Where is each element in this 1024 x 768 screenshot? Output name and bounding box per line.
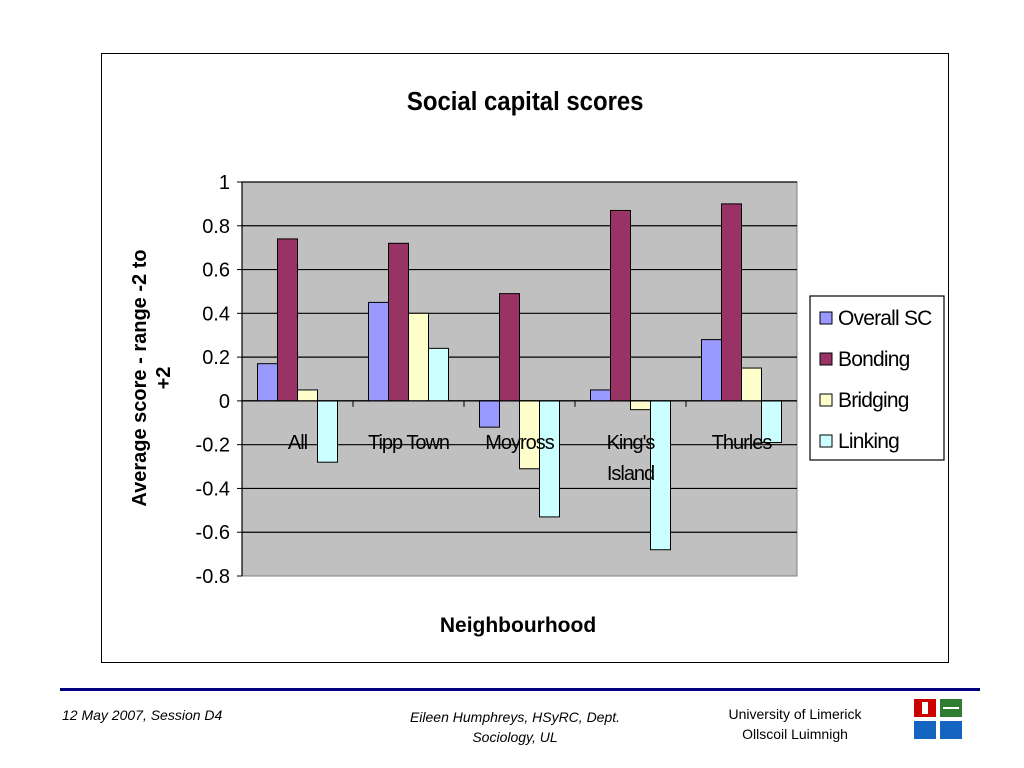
bar-bonding-all: [277, 238, 298, 402]
y-tick-label: -0.4: [196, 478, 230, 500]
x-axis-title: Neighbourhood: [440, 614, 596, 637]
logo-blue-block-left: [914, 721, 936, 739]
logo-white-bar: [922, 702, 928, 714]
chart-svg: Social capital scores Neighbourhood 1 0.8…: [129, 87, 945, 637]
bar-bridging-all: [297, 389, 318, 402]
bar-bonding-moyross: [499, 293, 520, 402]
x-category-label-line: Tipp Town: [368, 432, 449, 454]
legend-label: Overall SC: [838, 307, 932, 330]
footer-author-line1: Eileen Humphreys, HSyRC, Dept.: [409, 709, 621, 725]
bar-bridging-king-s-island: [630, 400, 651, 411]
x-category-label: All: [288, 432, 308, 454]
bar-bridging-tipp-town: [408, 312, 429, 402]
bar-overall-sc-thurles: [701, 339, 722, 402]
x-category-label: Thurles: [712, 432, 773, 454]
y-tick-label: 0.2: [202, 347, 230, 369]
y-tick-label: 0.8: [202, 216, 230, 238]
bar-linking-moyross: [539, 400, 560, 518]
x-category-label: Moyross: [485, 432, 555, 454]
x-category-label-line: Island: [607, 463, 654, 485]
bar-bonding-thurles: [721, 203, 742, 402]
bar-overall-sc-tipp-town: [368, 301, 389, 402]
bar-bonding-tipp-town: [388, 242, 409, 402]
y-tick-label: -0.6: [196, 522, 230, 544]
legend-swatch: [819, 352, 833, 366]
footer-divider: [60, 688, 980, 691]
legend-label: Linking: [838, 430, 899, 453]
footer-author: Eileen Humphreys, HSyRC, Dept. Sociology…: [360, 707, 670, 747]
chart-frame: Social capital scores Neighbourhood 1 0.8…: [101, 53, 949, 663]
x-category-label-line: Moyross: [485, 432, 555, 454]
legend-swatch: [819, 311, 833, 325]
y-axis-title: Average score - range -2 to +2: [129, 249, 175, 506]
logo-blue-block-right: [940, 721, 962, 739]
bar-overall-sc-king-s-island: [590, 389, 611, 402]
bar-bridging-thurles: [741, 367, 762, 402]
x-category-label: King's Island: [607, 432, 656, 485]
legend-swatch: [819, 393, 833, 407]
y-tick-label: 0.6: [202, 260, 230, 282]
chart-title: Social capital scores: [407, 87, 644, 116]
y-tick-label: 1: [219, 172, 230, 194]
bar-linking-tipp-town: [428, 347, 449, 402]
x-category-label-line: Thurles: [712, 432, 773, 454]
bar-overall-sc-all: [257, 363, 278, 402]
footer-university-line2: Ollscoil Luimnigh: [742, 726, 848, 742]
x-category-label-line: King's: [607, 432, 656, 454]
x-category-label-line: All: [288, 432, 308, 454]
university-logo: [914, 699, 962, 739]
legend-swatch: [819, 434, 833, 448]
y-axis-title-line: +2: [153, 367, 175, 390]
footer-date-session: 12 May 2007, Session D4: [62, 707, 223, 723]
y-tick-label: 0: [219, 391, 230, 413]
y-tick-label: -0.8: [196, 566, 230, 588]
x-category-label: Tipp Town: [368, 432, 449, 454]
footer-author-line2: Sociology, UL: [472, 729, 558, 745]
footer-university-line1: University of Limerick: [728, 706, 862, 722]
bar-overall-sc-moyross: [479, 400, 500, 428]
legend-label: Bonding: [838, 348, 910, 371]
footer-university: University of Limerick Ollscoil Luimnigh: [700, 704, 890, 744]
bar-linking-all: [317, 400, 338, 463]
y-axis-title-line: Average score - range -2 to: [129, 249, 151, 506]
y-tick-label: 0.4: [202, 303, 230, 325]
legend-label: Bridging: [838, 389, 909, 412]
y-tick-label: -0.2: [196, 435, 230, 457]
logo-white-line: [943, 707, 959, 709]
bar-bonding-king-s-island: [610, 209, 631, 402]
